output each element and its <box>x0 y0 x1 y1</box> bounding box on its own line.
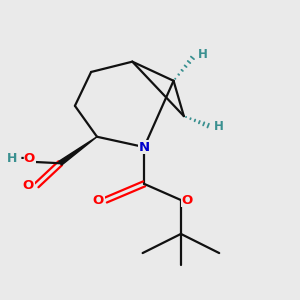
Text: O: O <box>182 194 193 207</box>
Text: O: O <box>93 194 104 207</box>
Text: H: H <box>214 120 224 133</box>
Text: H: H <box>6 152 17 165</box>
Text: O: O <box>24 152 35 165</box>
Text: ·: · <box>20 152 25 165</box>
Text: O: O <box>23 179 34 192</box>
Polygon shape <box>59 137 97 165</box>
Text: N: N <box>139 141 150 154</box>
Text: H: H <box>197 48 207 61</box>
